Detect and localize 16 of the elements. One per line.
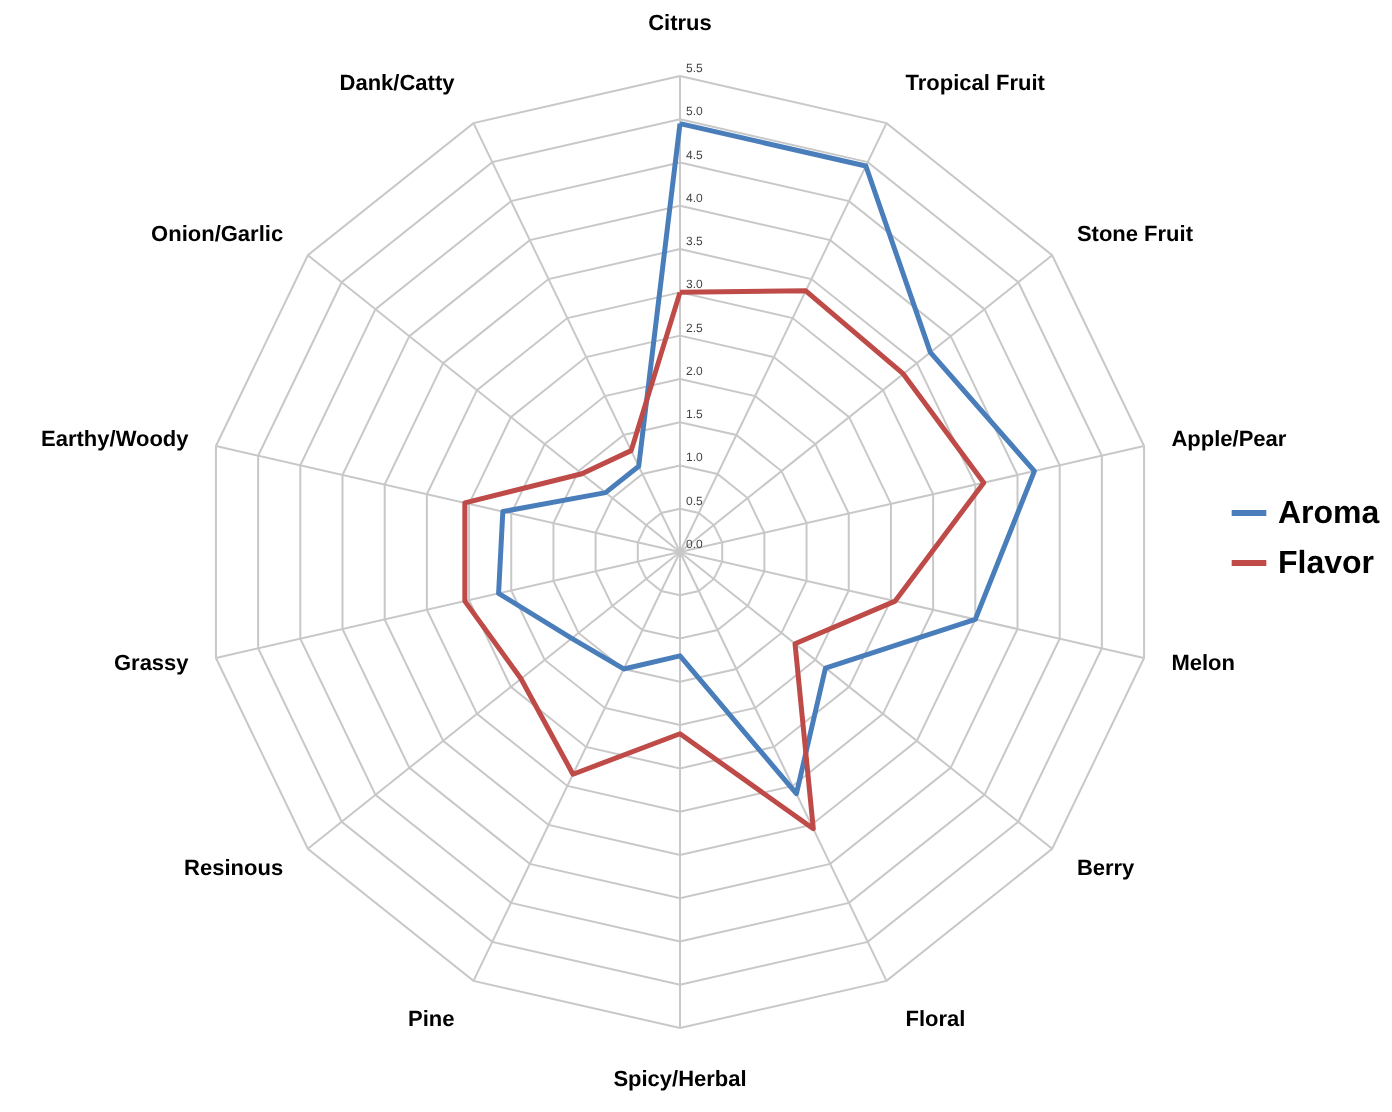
spoke-label: Floral bbox=[905, 1008, 966, 1033]
spoke-label: Earthy/Woody bbox=[41, 427, 191, 452]
spoke-label: Tropical Fruit bbox=[905, 71, 1046, 96]
spoke-label: Citrus bbox=[648, 12, 712, 36]
spoke-label: Apple/Pear bbox=[1171, 427, 1288, 452]
spoke-label: Grassy bbox=[113, 652, 191, 677]
spoke-label: Dank/Catty bbox=[339, 71, 457, 96]
legend-label: Aroma bbox=[1278, 497, 1380, 531]
spoke-label: Spicy/Herbal bbox=[613, 1068, 747, 1092]
spoke-label: Stone Fruit bbox=[1076, 223, 1194, 248]
spoke-label: Onion/Garlic bbox=[151, 223, 284, 248]
legend-label: Flavor bbox=[1278, 547, 1375, 581]
spoke-label: Melon bbox=[1171, 652, 1236, 677]
spoke-label: Pine bbox=[407, 1008, 455, 1033]
spoke-label: Resinous bbox=[184, 856, 284, 881]
spoke-label: Berry bbox=[1076, 856, 1137, 881]
